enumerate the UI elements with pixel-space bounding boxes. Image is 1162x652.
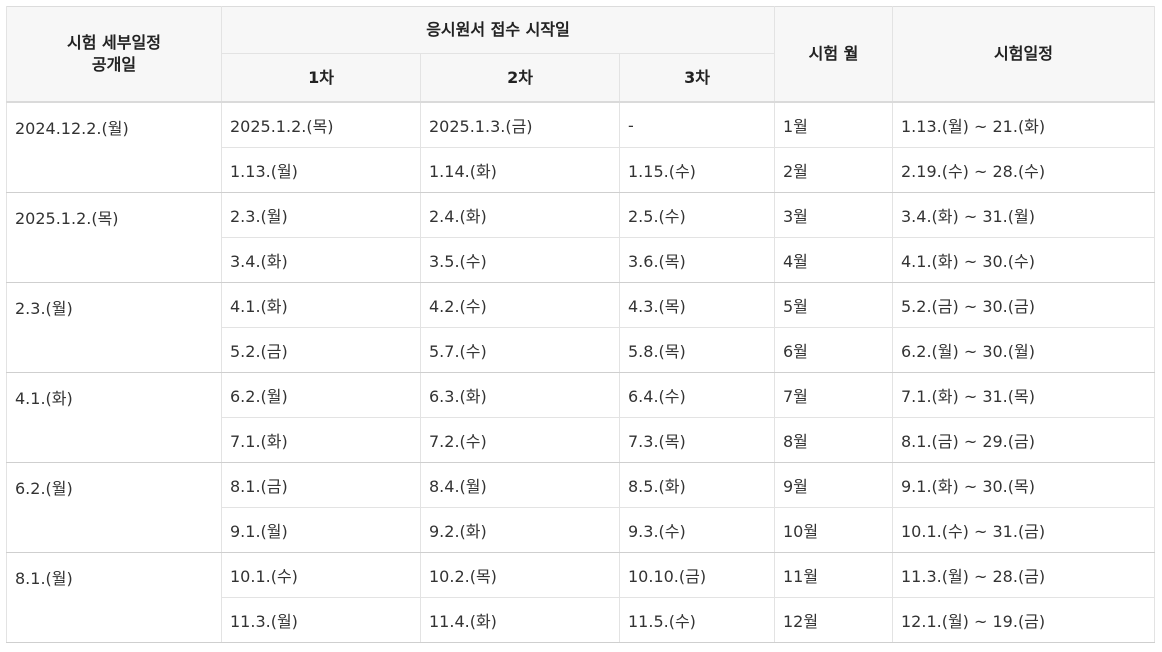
table-row: 4.1.(화) 6.2.(월) 6.3.(화) 6.4.(수) 7월 7.1.(화) ~ … <box>6 372 1155 463</box>
exam-schedule-cell: 4.1.(화) ~ 30.(수) <box>892 237 1155 283</box>
exam-schedule-cell: 10.1.(수) ~ 31.(금) <box>892 507 1155 553</box>
exam-schedule-cell: 3.4.(화) ~ 31.(월) <box>892 192 1155 238</box>
header-exam-schedule: 시험일정 <box>892 6 1155 103</box>
round-1-cell: 10.1.(수) <box>221 552 421 598</box>
exam-schedule-table: 시험 세부일정 공개일 응시원서 접수 시작일 시험 월 시험일정 1차 2차 … <box>6 6 1155 643</box>
exam-month-cell: 4월 <box>774 237 893 283</box>
round-3-cell: 2.5.(수) <box>619 192 775 238</box>
publish-date-cell: 6.2.(월) <box>6 462 222 553</box>
table-row: 2.3.(월) 4.1.(화) 4.2.(수) 4.3.(목) 5월 5.2.(금) ~ … <box>6 282 1155 373</box>
table-row: 7.1.(화) 7.2.(수) 7.3.(목) 8월 8.1.(금) ~ 29.(금) <box>7 417 1155 463</box>
exam-month-cell: 7월 <box>774 372 893 418</box>
round-3-cell: 3.6.(목) <box>619 237 775 283</box>
round-2-cell: 2025.1.3.(금) <box>420 102 620 148</box>
exam-month-cell: 2월 <box>774 147 893 193</box>
round-2-cell: 1.14.(화) <box>420 147 620 193</box>
round-3-cell: 7.3.(목) <box>619 417 775 463</box>
table-row: 8.1.(월) 10.1.(수) 10.2.(목) 10.10.(금) 11월 11.3.… <box>6 552 1155 643</box>
round-1-cell: 9.1.(월) <box>221 507 421 553</box>
round-1-cell: 3.4.(화) <box>221 237 421 283</box>
header-application-start: 응시원서 접수 시작일 <box>221 6 775 54</box>
round-1-cell: 6.2.(월) <box>221 372 421 418</box>
exam-month-cell: 11월 <box>774 552 893 598</box>
exam-schedule-cell: 2.19.(수) ~ 28.(수) <box>892 147 1155 193</box>
round-3-cell: 1.15.(수) <box>619 147 775 193</box>
exam-schedule-cell: 6.2.(월) ~ 30.(월) <box>892 327 1155 373</box>
round-2-cell: 8.4.(월) <box>420 462 620 508</box>
round-1-cell: 11.3.(월) <box>221 597 421 643</box>
publish-date-cell: 2.3.(월) <box>6 282 222 373</box>
round-2-cell: 6.3.(화) <box>420 372 620 418</box>
header-round-3: 3차 <box>619 53 775 103</box>
header-publish-date: 시험 세부일정 공개일 <box>6 6 222 103</box>
exam-schedule-table-container: 시험 세부일정 공개일 응시원서 접수 시작일 시험 월 시험일정 1차 2차 … <box>6 6 1155 643</box>
exam-month-cell: 10월 <box>774 507 893 553</box>
exam-schedule-cell: 11.3.(월) ~ 28.(금) <box>892 552 1155 598</box>
exam-month-cell: 6월 <box>774 327 893 373</box>
exam-schedule-cell: 5.2.(금) ~ 30.(금) <box>892 282 1155 328</box>
round-2-cell: 4.2.(수) <box>420 282 620 328</box>
table-row: 1.13.(월) 1.14.(화) 1.15.(수) 2월 2.19.(수) ~ 28.… <box>7 147 1155 193</box>
table-row: 3.4.(화) 3.5.(수) 3.6.(목) 4월 4.1.(화) ~ 30.(수) <box>7 237 1155 283</box>
exam-schedule-cell: 9.1.(화) ~ 30.(목) <box>892 462 1155 508</box>
round-2-cell: 5.7.(수) <box>420 327 620 373</box>
round-3-cell: 4.3.(목) <box>619 282 775 328</box>
header-exam-month: 시험 월 <box>774 6 893 103</box>
round-1-cell: 2.3.(월) <box>221 192 421 238</box>
round-3-cell: 8.5.(화) <box>619 462 775 508</box>
exam-month-cell: 3월 <box>774 192 893 238</box>
round-3-cell: - <box>619 102 775 148</box>
table-row: 2025.1.2.(목) 2.3.(월) 2.4.(화) 2.5.(수) 3월 3.4.(… <box>6 192 1155 283</box>
round-3-cell: 11.5.(수) <box>619 597 775 643</box>
table-body: 2024.12.2.(월) 2025.1.2.(목) 2025.1.3.(금) -1월… <box>6 102 1155 643</box>
round-1-cell: 7.1.(화) <box>221 417 421 463</box>
round-2-cell: 3.5.(수) <box>420 237 620 283</box>
table-row: 5.2.(금) 5.7.(수) 5.8.(목) 6월 6.2.(월) ~ 30.(월) <box>7 327 1155 373</box>
publish-date-cell: 2025.1.2.(목) <box>6 192 222 283</box>
exam-month-cell: 9월 <box>774 462 893 508</box>
round-1-cell: 8.1.(금) <box>221 462 421 508</box>
round-3-cell: 9.3.(수) <box>619 507 775 553</box>
publish-date-cell: 8.1.(월) <box>6 552 222 643</box>
round-3-cell: 6.4.(수) <box>619 372 775 418</box>
table-row: 11.3.(월) 11.4.(화) 11.5.(수) 12월 12.1.(월) ~ 19… <box>7 597 1155 643</box>
round-3-cell: 5.8.(목) <box>619 327 775 373</box>
exam-schedule-cell: 8.1.(금) ~ 29.(금) <box>892 417 1155 463</box>
exam-schedule-cell: 7.1.(화) ~ 31.(목) <box>892 372 1155 418</box>
round-2-cell: 9.2.(화) <box>420 507 620 553</box>
round-2-cell: 11.4.(화) <box>420 597 620 643</box>
exam-schedule-cell: 12.1.(월) ~ 19.(금) <box>892 597 1155 643</box>
round-2-cell: 2.4.(화) <box>420 192 620 238</box>
round-1-cell: 1.13.(월) <box>221 147 421 193</box>
table-row: 9.1.(월) 9.2.(화) 9.3.(수) 10월 10.1.(수) ~ 31.(금… <box>7 507 1155 553</box>
publish-date-cell: 4.1.(화) <box>6 372 222 463</box>
round-3-cell: 10.10.(금) <box>619 552 775 598</box>
round-2-cell: 7.2.(수) <box>420 417 620 463</box>
round-1-cell: 2025.1.2.(목) <box>221 102 421 148</box>
exam-month-cell: 12월 <box>774 597 893 643</box>
table-row: 2024.12.2.(월) 2025.1.2.(목) 2025.1.3.(금) -1월… <box>6 102 1155 193</box>
round-1-cell: 5.2.(금) <box>221 327 421 373</box>
exam-month-cell: 8월 <box>774 417 893 463</box>
header-round-1: 1차 <box>221 53 421 103</box>
exam-schedule-cell: 1.13.(월) ~ 21.(화) <box>892 102 1155 148</box>
table-row: 6.2.(월) 8.1.(금) 8.4.(월) 8.5.(화) 9월 9.1.(화) ~ … <box>6 462 1155 553</box>
exam-month-cell: 5월 <box>774 282 893 328</box>
table-header: 시험 세부일정 공개일 응시원서 접수 시작일 시험 월 시험일정 1차 2차 … <box>6 6 1155 103</box>
exam-month-cell: 1월 <box>774 102 893 148</box>
round-1-cell: 4.1.(화) <box>221 282 421 328</box>
header-round-2: 2차 <box>420 53 620 103</box>
publish-date-cell: 2024.12.2.(월) <box>6 102 222 193</box>
round-2-cell: 10.2.(목) <box>420 552 620 598</box>
